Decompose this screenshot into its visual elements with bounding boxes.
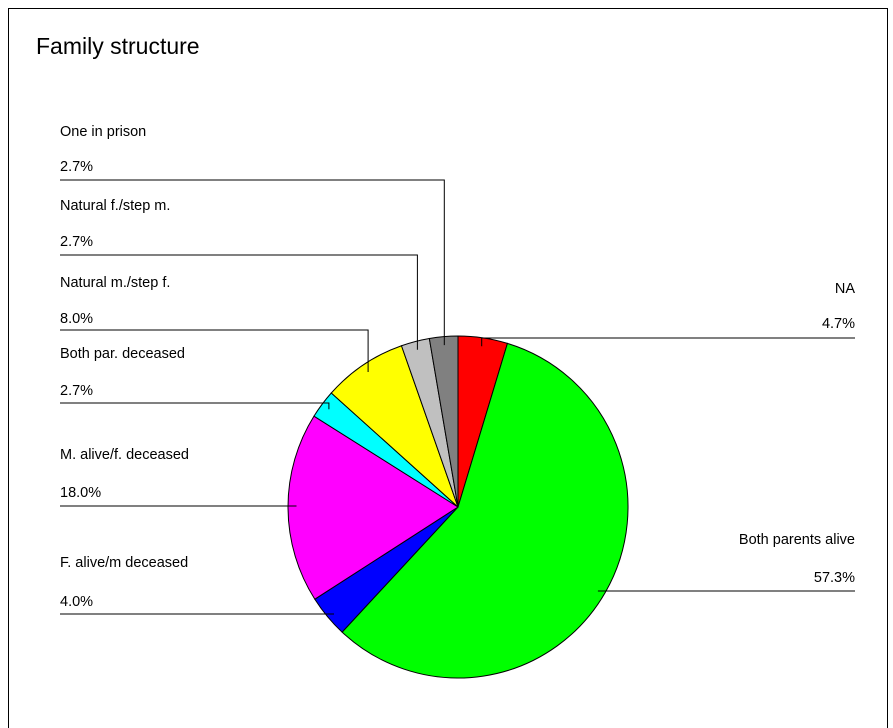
leader-line — [60, 329, 369, 372]
leader-lines — [60, 179, 855, 615]
slice-value-label: 2.7% — [60, 234, 93, 250]
chart-title: Family structure — [36, 33, 200, 59]
slice-label: F. alive/m deceased — [60, 555, 188, 571]
slice-label: One in prison — [60, 124, 146, 140]
leader-line — [60, 402, 330, 410]
leader-line — [481, 337, 855, 347]
slice-value-label: 8.0% — [60, 311, 93, 327]
slice-value-label: 18.0% — [60, 485, 101, 501]
slice-value-label: 2.7% — [60, 159, 93, 175]
chart-frame — [8, 8, 888, 728]
slice-labels: NA 4.7% Both parents alive 57.3% F. alive/m … — [60, 124, 855, 610]
slice-value-label: 57.3% — [814, 570, 855, 586]
slice-label: NA — [835, 281, 855, 297]
leader-line — [60, 179, 445, 346]
pie-slice-both-parents-alive — [341, 342, 629, 679]
pie-slices — [287, 335, 629, 679]
pie-slice-one-in-prison — [428, 335, 459, 508]
leader-line — [60, 254, 418, 350]
slice-value-label: 2.7% — [60, 383, 93, 399]
slice-label: Both parents alive — [739, 532, 855, 548]
slice-label: Both par. deceased — [60, 346, 185, 362]
slice-label: Natural m./step f. — [60, 275, 170, 291]
slice-label: M. alive/f. deceased — [60, 447, 189, 463]
slice-label: Natural f./step m. — [60, 198, 170, 214]
slice-value-label: 4.7% — [822, 316, 855, 332]
pie-slice-m-alive-f-deceased — [287, 415, 459, 600]
slice-value-label: 4.0% — [60, 594, 93, 610]
